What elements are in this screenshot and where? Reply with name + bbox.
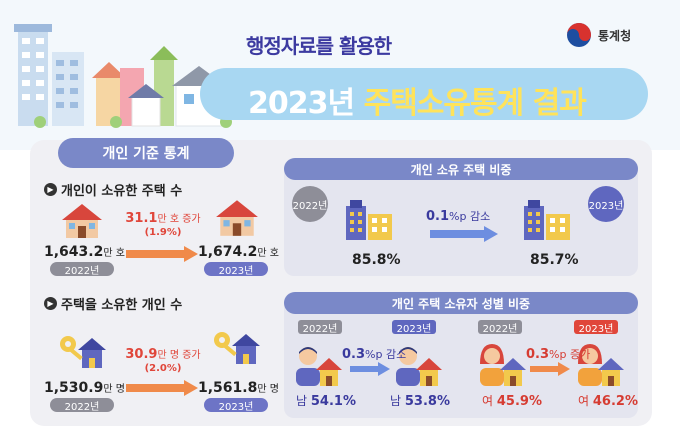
owners-change: 30.9만 명 증가 (2.0%) [116,346,210,374]
female-2022-pct: 45.9% [496,394,542,409]
key-house-icon [214,332,260,364]
house-icon [216,200,258,236]
female-2022-value: 여 45.9% [482,392,542,409]
male-change: 0.3%p 감소 [342,346,406,362]
title-highlight: 주택소유통계 결과 [363,86,587,121]
gender-heading: 개인 주택 소유자 성별 비중 [284,292,638,314]
title-banner [200,68,648,120]
female-change-value: 0.3 [526,347,550,362]
chevron-right-icon: ▶ [44,297,57,310]
male-change-unit: %p 감소 [365,348,407,361]
owners-change-unit: 만 명 증가 [157,350,201,361]
female-owner-icon [578,344,624,386]
owners-2023-value: 1,561.8만 명 [198,380,279,396]
houses-2023-number: 1,674.2 [198,244,258,260]
female-2023-pct: 46.2% [592,394,638,409]
male-2023-value: 남 53.8% [390,392,450,409]
male-2023-label: 남 [390,394,402,408]
female-2022-label: 여 [482,394,494,408]
male-owner-icon [396,347,442,386]
arrow-right-icon [530,362,570,376]
header-subtitle: 행정자료를 활용한 [246,34,392,58]
arrow-right-icon [126,246,198,262]
header-title: 2023년 주택소유통계 결과 [248,78,587,122]
houses-2023-unit: 만 호 [257,248,279,259]
owners-change-value: 30.9 [125,347,158,362]
share-change-value: 0.1 [426,209,450,224]
section-tag: 개인 기준 통계 [58,138,234,168]
female-change-unit: %p 증가 [549,348,591,361]
owners-heading: ▶ 주택을 소유한 개인 수 [44,294,182,313]
share-heading: 개인 소유 주택 비중 [284,158,638,180]
key-house-icon [60,336,106,368]
owners-2022-number: 1,530.9 [44,380,104,396]
buildings-icon [524,200,570,240]
houses-change-unit: 만 호 증가 [157,214,201,225]
agency-name: 통계청 [598,28,632,43]
owners-2023-unit: 만 명 [257,384,279,395]
owners-2023-number: 1,561.8 [198,380,258,396]
city-illustration [14,24,232,128]
houses-2022-value: 1,643.2만 호 [44,244,125,260]
owners-2023-year: 2023년 [204,398,268,413]
owners-2022-value: 1,530.9만 명 [44,380,125,396]
arrow-right-icon [350,362,390,376]
male-owner-icon [296,347,342,386]
buildings-icon [346,200,392,240]
taegeuk-icon [567,23,591,47]
male-2022-pct: 54.1% [310,394,356,409]
owners-2022-year: 2022년 [50,398,114,413]
female-2022-year: 2022년 [478,320,522,335]
owners-change-pct: (2.0%) [144,363,182,374]
male-2022-year: 2022년 [298,320,342,335]
houses-2022-unit: 만 호 [103,248,125,259]
arrow-right-icon [126,380,198,396]
title-year: 2023년 [248,86,355,121]
share-2023-bubble: 2023년 [588,186,624,222]
male-2022-label: 남 [296,394,308,408]
share-change: 0.1%p 감소 [426,208,490,224]
house-icon [62,204,102,238]
agency-logo: 통계청 [566,22,631,48]
female-owner-icon [480,344,526,386]
houses-change: 31.1만 호 증가 (1.9%) [118,210,208,238]
share-change-unit: %p 감소 [449,210,491,223]
male-2022-value: 남 54.1% [296,392,356,409]
share-2022-value: 85.8% [352,252,401,268]
male-2023-year: 2023년 [392,320,436,335]
female-2023-label: 여 [578,394,590,408]
houses-2022-number: 1,643.2 [44,244,104,260]
houses-change-pct: (1.9%) [144,227,182,238]
houses-owned-heading: ▶ 개인이 소유한 주택 수 [44,180,182,199]
arrow-right-icon [430,226,498,242]
male-2023-pct: 53.8% [404,394,450,409]
chevron-right-icon: ▶ [44,183,57,196]
male-change-value: 0.3 [342,347,366,362]
houses-2023-value: 1,674.2만 호 [198,244,279,260]
share-2023-value: 85.7% [530,252,579,268]
houses-2023-year: 2023년 [204,262,268,277]
female-change: 0.3%p 증가 [526,346,590,362]
houses-2022-year: 2022년 [50,262,114,277]
houses-change-value: 31.1 [125,211,158,226]
female-2023-value: 여 46.2% [578,392,638,409]
owners-2022-unit: 만 명 [103,384,125,395]
owners-heading-text: 주택을 소유한 개인 수 [61,298,183,313]
female-2023-year: 2023년 [574,320,618,335]
houses-owned-heading-text: 개인이 소유한 주택 수 [61,184,183,199]
share-2022-bubble: 2022년 [292,186,328,222]
